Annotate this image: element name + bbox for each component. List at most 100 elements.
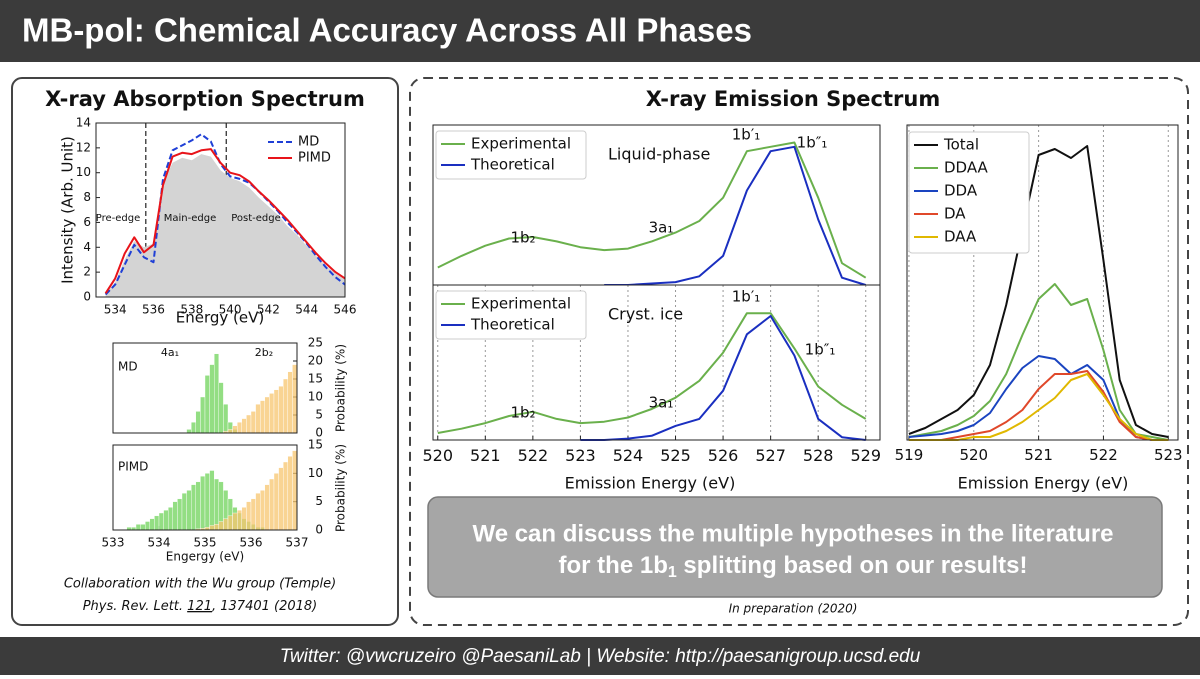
- legend-frame: [435, 290, 587, 340]
- histogram-bar: [204, 473, 210, 531]
- histogram-bar: [163, 509, 169, 531]
- callout-part: splitting based on our results!: [677, 552, 1028, 579]
- histogram-bar: [209, 364, 215, 434]
- histogram-bar: [255, 492, 261, 531]
- x-tick-label: 521: [470, 446, 501, 465]
- y-tick-label: 10: [308, 390, 323, 404]
- x-tick-label: 520: [422, 446, 453, 465]
- histogram-bar: [190, 484, 196, 531]
- callout-box: [427, 496, 1163, 598]
- y-tick-label: 15: [308, 372, 323, 386]
- annotation: Pre-edge: [96, 213, 141, 224]
- histogram-bar: [250, 411, 256, 434]
- x-tick-label: 523: [1154, 446, 1183, 464]
- histogram-bar: [236, 509, 242, 531]
- histogram-bar: [292, 450, 298, 531]
- annotation: 1b₂: [510, 229, 535, 247]
- y-tick-label: 20: [308, 354, 323, 368]
- histogram-bar: [269, 393, 275, 434]
- line: [604, 145, 866, 286]
- x-tick-label: 544: [295, 302, 318, 316]
- callout-text: for the 1b1 splitting based on our resul…: [559, 552, 1028, 581]
- x-tick-label: 538: [180, 302, 203, 316]
- y-axis-label: Intensity (Arb. Unit): [59, 136, 77, 284]
- x-tick-label: 540: [219, 302, 242, 316]
- histogram-bar: [204, 375, 210, 434]
- panel-label: Cryst. ice: [608, 305, 683, 324]
- header-bar: [0, 0, 1200, 62]
- annotation: 1b₂: [510, 404, 535, 422]
- histogram-bar: [144, 521, 150, 531]
- x-tick-label: 534: [148, 535, 171, 549]
- histogram-bar: [287, 456, 293, 531]
- histogram-bar: [218, 382, 224, 434]
- annotation: 4a₁: [161, 346, 179, 359]
- y-tick-label: 2: [83, 265, 91, 279]
- y-tick-label: 10: [76, 165, 91, 179]
- x-tick-label: 536: [240, 535, 263, 549]
- footer-text: Twitter: @vwcruzeiro @PaesaniLab | Websi…: [280, 646, 921, 667]
- panel-title: X-ray Absorption Spectrum: [45, 87, 365, 111]
- legend-label: DA: [944, 205, 966, 223]
- x-tick-label: 527: [755, 446, 786, 465]
- x-axis-label: Emission Energy (eV): [565, 474, 736, 493]
- x-tick-label: 542: [257, 302, 280, 316]
- y-tick-label: 14: [76, 116, 91, 130]
- legend-label: DDAA: [944, 159, 989, 177]
- plot-border: [432, 284, 881, 441]
- legend-label: DAA: [944, 228, 977, 246]
- histogram-bar: [149, 518, 155, 531]
- histogram-bar: [190, 422, 196, 434]
- legend-label: PIMD: [298, 151, 331, 166]
- x-axis-label: Energy (eV): [176, 309, 264, 327]
- histogram-bar: [273, 389, 279, 434]
- annotation: 1b′₁: [732, 126, 760, 144]
- panel-label: PIMD: [118, 460, 148, 474]
- histogram-bar: [213, 478, 219, 531]
- line: [104, 133, 346, 296]
- histogram-bar: [232, 425, 238, 434]
- footer-bar: [0, 637, 1200, 675]
- x-tick-label: 525: [660, 446, 691, 465]
- x-axis-label: Engergy (eV): [166, 550, 244, 564]
- histogram-bar: [227, 515, 233, 531]
- histogram-bar: [278, 467, 284, 531]
- histogram-bar: [264, 396, 270, 434]
- legend-frame: [908, 131, 1030, 254]
- histogram-bar: [223, 404, 229, 434]
- y-tick-label: 10: [308, 466, 323, 480]
- histogram-bar: [195, 481, 201, 531]
- legend-label: Experimental: [471, 135, 571, 153]
- histogram-bar: [278, 386, 284, 434]
- panel-title: X-ray Emission Spectrum: [646, 87, 940, 111]
- y-tick-label: 15: [308, 438, 323, 452]
- callout-part: 1: [668, 564, 677, 581]
- x-tick-label: 519: [895, 446, 924, 464]
- histogram-bar: [283, 378, 289, 434]
- histogram-bar: [227, 429, 233, 434]
- panel-label: Liquid-phase: [608, 145, 710, 164]
- plot-border: [112, 342, 298, 434]
- histogram-bar: [223, 518, 229, 531]
- line: [104, 148, 346, 294]
- histogram-bar: [200, 475, 206, 531]
- histogram-bar: [209, 470, 215, 531]
- y-tick-label: 0: [315, 523, 323, 537]
- histogram-bar: [260, 400, 266, 434]
- histogram-bar: [241, 418, 247, 434]
- line: [580, 315, 866, 441]
- annotation: 1b″₁: [797, 134, 828, 152]
- x-tick-label: 529: [850, 446, 881, 465]
- y-tick-label: 5: [315, 408, 323, 422]
- plot-border: [95, 122, 346, 298]
- histogram-bar: [181, 492, 187, 531]
- histogram-bar: [154, 515, 160, 531]
- x-tick-label: 523: [565, 446, 596, 465]
- y-tick-label: 0: [83, 290, 91, 304]
- slide-title: MB-pol: Chemical Accuracy Across All Pha…: [22, 12, 752, 49]
- annotation: 1b′₁: [732, 288, 760, 306]
- annotation: Post-edge: [231, 213, 281, 224]
- x-tick-label: 522: [518, 446, 549, 465]
- y-tick-label: 4: [83, 240, 91, 254]
